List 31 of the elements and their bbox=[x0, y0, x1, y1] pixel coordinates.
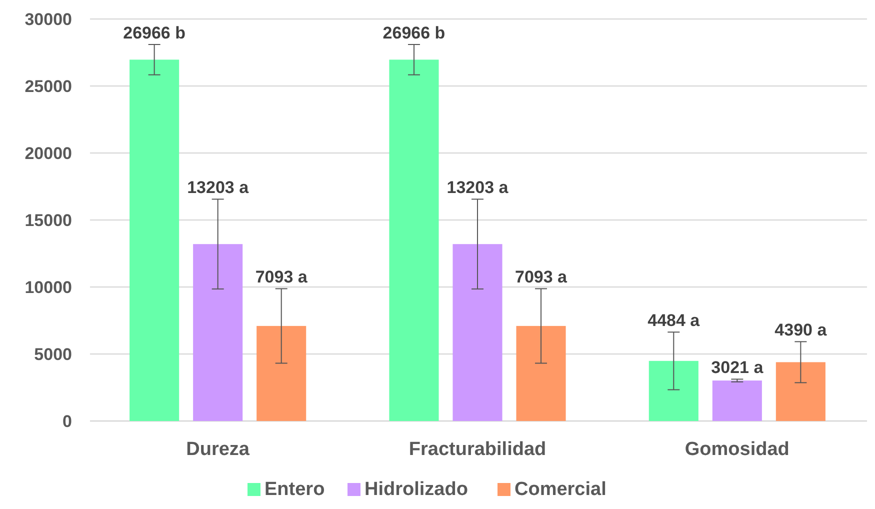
y-tick-label: 25000 bbox=[24, 76, 72, 96]
y-tick-label: 20000 bbox=[24, 144, 72, 163]
bar bbox=[648, 360, 698, 421]
data-label: 4484 a bbox=[648, 311, 700, 330]
data-label: 26966 b bbox=[382, 24, 446, 43]
legend-label: Comercial bbox=[514, 479, 606, 500]
y-tick-label: 0 bbox=[62, 412, 72, 431]
bar bbox=[776, 362, 826, 421]
data-label: 13203 a bbox=[187, 178, 250, 198]
data-label: 26966 b bbox=[123, 24, 186, 43]
bar bbox=[389, 60, 439, 421]
data-label: 7093 a bbox=[255, 268, 308, 287]
x-tick-label: Gomosidad bbox=[684, 439, 790, 460]
data-label: 7093 a bbox=[515, 268, 568, 287]
data-label: 3021 a bbox=[711, 358, 764, 378]
bar bbox=[130, 60, 180, 421]
y-tick-label: 10000 bbox=[24, 278, 72, 297]
bar bbox=[712, 380, 762, 421]
y-tick-label: 15000 bbox=[24, 210, 72, 230]
y-tick-label: 30000 bbox=[24, 10, 72, 29]
legend-label: Entero bbox=[264, 479, 325, 500]
x-tick-label: Dureza bbox=[186, 439, 250, 460]
bar bbox=[256, 326, 306, 421]
y-tick-label: 5000 bbox=[34, 344, 72, 364]
x-tick-label: Fracturabilidad bbox=[408, 439, 546, 460]
bar bbox=[516, 326, 566, 421]
legend-label: Hidrolizado bbox=[364, 479, 468, 500]
bar bbox=[452, 244, 502, 421]
data-label: 13203 a bbox=[446, 178, 509, 198]
data-label: 4390 a bbox=[774, 320, 828, 340]
bar bbox=[193, 244, 243, 421]
